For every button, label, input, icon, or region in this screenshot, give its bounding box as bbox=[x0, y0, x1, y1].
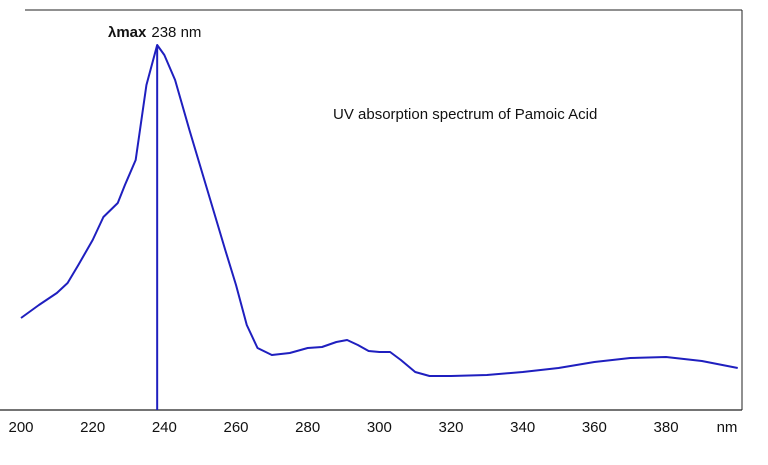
x-tick-label: 220 bbox=[80, 419, 105, 436]
x-tick-label: 240 bbox=[152, 419, 177, 436]
x-tick-label: 320 bbox=[439, 419, 464, 436]
x-axis-label: nm bbox=[717, 419, 738, 436]
x-tick-label: 280 bbox=[295, 419, 320, 436]
peak-value-label: 238 nm bbox=[151, 24, 201, 41]
x-tick-label: 260 bbox=[223, 419, 248, 436]
peak-annotation: λmax 238 nm bbox=[108, 24, 201, 41]
spectrum-line bbox=[20, 44, 738, 377]
peak-label: λmax bbox=[108, 24, 147, 41]
x-tick-label: 300 bbox=[367, 419, 392, 436]
x-tick-label: 340 bbox=[510, 419, 535, 436]
chart-title: UV absorption spectrum of Pamoic Acid bbox=[333, 106, 597, 123]
x-tick-label: 380 bbox=[654, 419, 679, 436]
x-tick-label: 200 bbox=[8, 419, 33, 436]
x-tick-label: 360 bbox=[582, 419, 607, 436]
